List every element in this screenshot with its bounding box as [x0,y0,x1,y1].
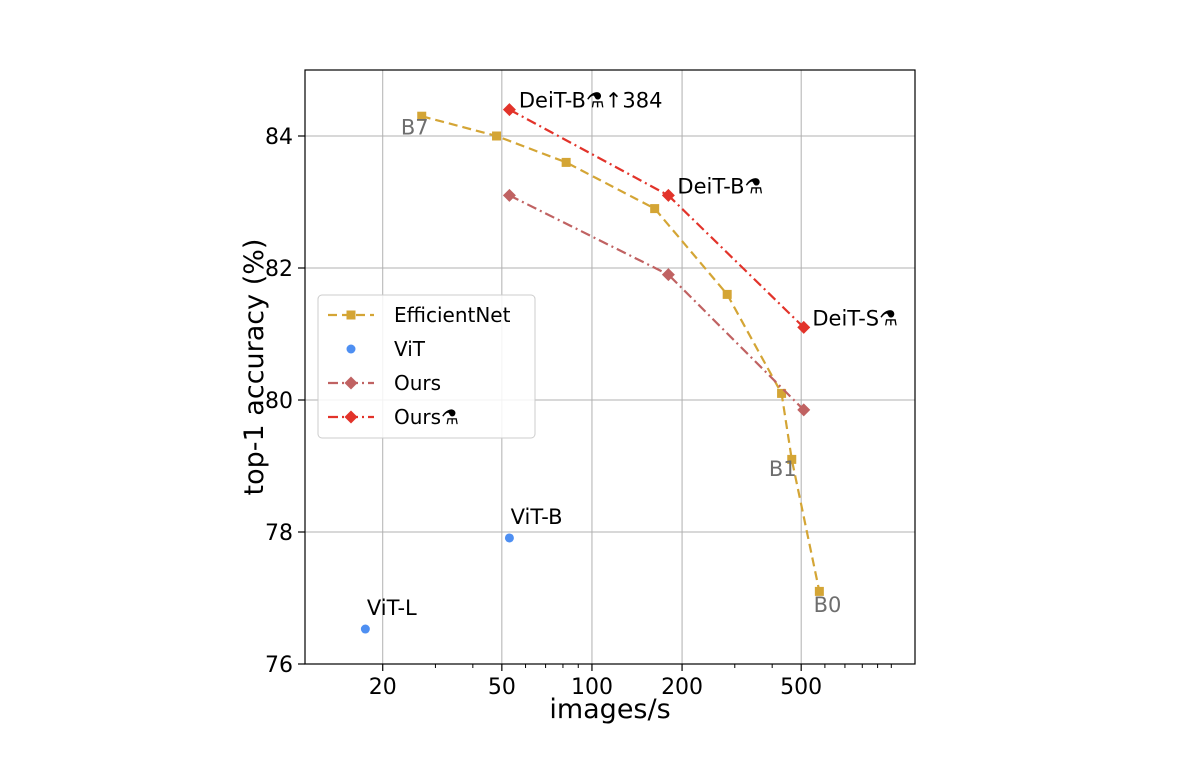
data-point [797,403,811,417]
series-ours [502,188,811,417]
y-tick-label: 80 [265,389,293,414]
legend-marker [346,310,356,320]
legend-label: EfficientNet [394,303,511,327]
x-axis-label: images/s [549,694,670,725]
series-line [421,115,821,592]
legend-item: EfficientNet [328,303,511,327]
series-efficientnet [417,111,824,596]
data-point [797,320,811,334]
annotation-label: ViT-B [511,505,563,529]
data-point [814,586,824,596]
data-point [502,188,516,202]
y-tick-label: 82 [265,257,293,282]
data-point [502,103,516,117]
axis-ticks: 20 50 100 200 500 76 78 80 82 84 [265,125,892,700]
annotation-label: DeiT-B⚗↑384 [519,89,663,113]
legend-label: ViT [394,337,426,361]
data-point [650,204,660,214]
data-point [661,188,675,202]
y-tick-label: 84 [265,125,293,150]
data-point [492,131,502,141]
plot-frame [304,69,916,665]
series-ours-distilled [502,103,811,334]
series-line [508,194,805,411]
annotation-label: B0 [814,593,842,617]
data-point [661,268,675,282]
x-tick-label: 20 [369,675,397,700]
series-layer [360,103,824,634]
data-point [504,533,514,543]
annotation-label: B1 [769,457,797,481]
y-axis-label: top-1 accuracy (%) [239,239,270,496]
x-tick-label: 50 [488,675,516,700]
x-tick-label: 500 [780,675,822,700]
legend-label: Ours [394,371,441,395]
y-tick-label: 78 [265,521,293,546]
data-point [417,111,427,121]
legend-item: ViT [346,337,426,361]
data-point [777,388,787,398]
data-point [360,624,370,634]
annotation-label: DeiT-B⚗ [677,174,763,198]
annotations: B7 B1 B0 ViT-L ViT-B DeiT-B⚗↑384 DeiT-B⚗ DeiT-S… [367,89,898,621]
x-tick-label: 100 [571,675,613,700]
data-point [722,289,732,299]
annotation-label: DeiT-S⚗ [812,306,898,330]
legend-marker [346,344,356,354]
legend-box [317,294,536,439]
legend-marker [344,376,358,390]
legend-item: Ours⚗ [328,405,459,429]
legend-marker [344,410,358,424]
y-tick-label: 76 [265,653,293,678]
data-point [561,157,571,167]
legend: EfficientNet ViT Ours Ours⚗ [317,294,536,439]
legend-item: Ours [328,371,441,395]
series-vit [360,533,514,634]
x-tick-label: 200 [661,675,703,700]
annotation-label: B7 [401,116,429,140]
legend-label: Ours⚗ [394,405,459,429]
data-point [787,454,797,464]
annotation-label: ViT-L [367,596,417,620]
